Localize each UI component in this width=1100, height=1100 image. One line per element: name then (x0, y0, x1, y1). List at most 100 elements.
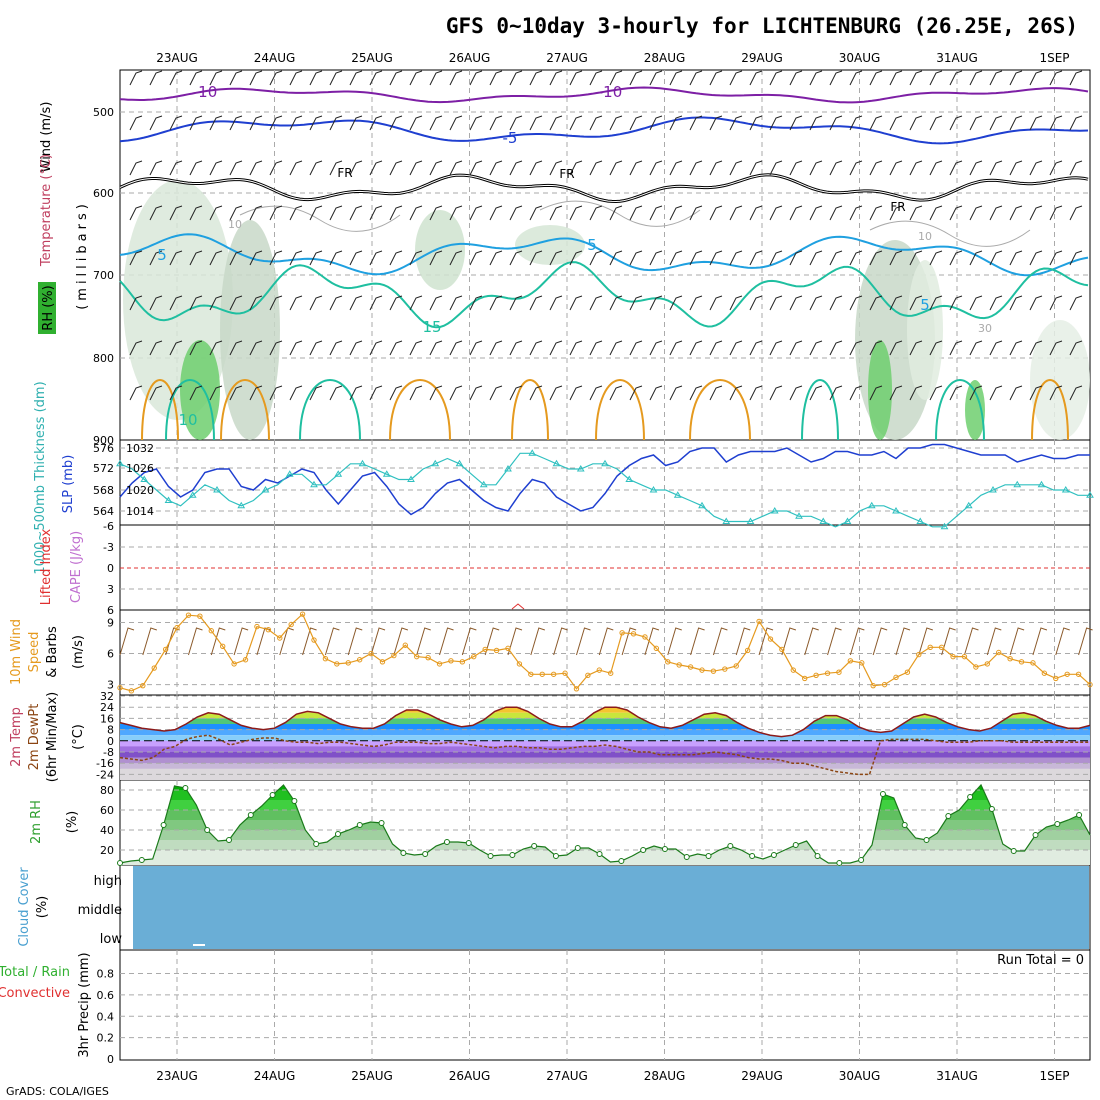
rh-marker (356, 822, 363, 828)
wind-barb (324, 627, 340, 656)
wind-barb (302, 627, 317, 656)
wind-barb (609, 160, 623, 176)
wind-barb (689, 205, 703, 221)
temp-color-band-low (120, 757, 1090, 764)
wind-barb (989, 160, 1003, 176)
wind-speed-marker (562, 670, 568, 676)
wind-speed-marker (448, 658, 454, 664)
wind-barb (449, 250, 463, 266)
wind-barb (729, 205, 743, 221)
wind-barb (1029, 70, 1043, 86)
wind-speed-marker (254, 623, 260, 630)
wind-barb (569, 115, 583, 131)
rh-marker (378, 820, 385, 826)
thickness-marker (795, 512, 803, 519)
temp-color-band-low (120, 740, 1090, 747)
wind-barb (849, 205, 863, 221)
precip-ytick: 0.6 (97, 989, 115, 1002)
rh-marker (291, 798, 298, 804)
temp-ytick: 24 (100, 701, 114, 714)
wind-barb (149, 115, 163, 131)
wind-barb (569, 250, 583, 266)
wind-barb (429, 70, 443, 86)
contour-label: 5 (157, 246, 167, 264)
wind-barb (644, 627, 660, 656)
wind-barb (769, 115, 783, 131)
wind-barb (484, 627, 500, 656)
wind-barb (769, 205, 783, 221)
wind-barb (749, 295, 763, 311)
wind-barb (829, 385, 843, 401)
rh-marker (552, 853, 559, 859)
wind-barb (469, 205, 483, 221)
upper-ylabels: Wind (m/s) Temperature (°C) RH (%) (mill… (38, 102, 90, 334)
wind-speed-marker (573, 686, 580, 692)
rh-shading-area (1030, 320, 1090, 440)
thickness-marker (649, 486, 658, 493)
rh-marker (400, 850, 407, 856)
wind-barb (389, 70, 403, 86)
wind-barb (329, 205, 343, 221)
wind-barb (269, 250, 283, 266)
rh-marker (988, 806, 995, 812)
wind-barb (409, 115, 423, 131)
wind-barb (461, 627, 477, 656)
wind-barb (749, 70, 763, 86)
rh-shading-area (907, 260, 943, 400)
wind-barb (629, 250, 643, 266)
wind-barb (895, 627, 911, 656)
wind-barb (669, 205, 683, 221)
wind-barb (629, 205, 643, 221)
rh-contour (239, 205, 401, 232)
ylabel-10m-wind: 10m Wind (9, 619, 24, 685)
wind-speed-marker (322, 656, 329, 662)
wind-barb (329, 160, 343, 176)
wind-barb (549, 115, 563, 131)
thickness-marker (334, 470, 343, 477)
wind-barb (1009, 627, 1025, 656)
ylabel-rh-unit: (%) (65, 811, 80, 834)
wind-barb (969, 340, 983, 356)
wind-barb (1029, 115, 1043, 131)
wind-speed-marker (756, 618, 762, 625)
thickness-marker (601, 459, 609, 467)
rh-marker (1054, 821, 1061, 827)
wind-speed-marker (242, 657, 249, 663)
date-label-top: 31AUG (936, 51, 978, 65)
rh-marker (138, 857, 145, 863)
temp-line (119, 706, 1091, 738)
precip-ytick: 0.8 (97, 968, 115, 981)
wind-speed-marker (1007, 656, 1013, 662)
wind-barb (149, 385, 163, 401)
wind-speed-marker (676, 662, 682, 668)
wind-speed-marker (824, 670, 831, 676)
wind-barb (129, 205, 143, 221)
wind-barb (549, 160, 563, 176)
wind-barb (869, 295, 883, 311)
wind-barb (329, 385, 343, 401)
wind-barb (1029, 340, 1043, 356)
wind-speed-marker (185, 612, 192, 618)
wind-barb (669, 340, 683, 356)
thickness-marker (358, 459, 367, 467)
contour-label: 5 (587, 236, 597, 254)
wind-barb (549, 205, 563, 221)
date-label-bottom: 25AUG (351, 1069, 393, 1083)
rh-marker (792, 842, 799, 848)
wind-speed-marker (619, 630, 625, 636)
wind-barb (609, 115, 623, 131)
contour-label: -10 (193, 83, 218, 101)
contour-label: 15 (422, 318, 441, 336)
wind-barb (949, 205, 963, 221)
thickness-marker (819, 517, 828, 524)
wind-barb (369, 115, 383, 131)
temp-ytick: -8 (103, 746, 114, 759)
rh-marker (509, 852, 516, 858)
wind-barb (629, 70, 643, 86)
wind-barb (1055, 627, 1070, 656)
temperature-contour (119, 173, 1089, 204)
wind-speed-marker (299, 611, 306, 617)
wind-barb (489, 250, 503, 266)
wind-barb (189, 70, 203, 86)
wind-barb (189, 250, 203, 266)
